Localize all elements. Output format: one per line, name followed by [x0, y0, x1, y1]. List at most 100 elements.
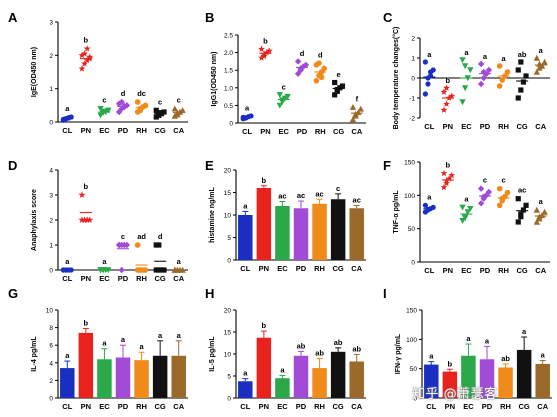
data-point	[464, 209, 471, 216]
data-point	[134, 99, 141, 105]
y-tick-label: -2	[409, 116, 415, 123]
significance-letter: c	[336, 184, 340, 193]
data-point	[448, 171, 456, 179]
data-point	[161, 109, 167, 115]
significance-letter: ac	[278, 192, 286, 201]
data-point	[321, 65, 327, 72]
bar	[479, 359, 495, 398]
significance-letter: c	[177, 96, 181, 105]
data-point	[467, 67, 474, 74]
y-tick-label: 150	[404, 160, 415, 167]
panel-letter: E	[205, 158, 214, 173]
y-tick-label: 5	[227, 235, 231, 242]
significance-letter: a	[158, 331, 163, 340]
significance-letter: ab	[315, 348, 324, 357]
data-point	[78, 65, 86, 72]
bar	[134, 360, 149, 398]
y-tick-label: 2	[49, 53, 53, 60]
y-tick-label: 2	[49, 218, 53, 225]
data-point	[316, 60, 322, 66]
significance-letter: c	[282, 82, 286, 91]
significance-letter: a	[427, 192, 432, 201]
bar	[535, 363, 550, 398]
data-point	[156, 110, 162, 116]
data-point	[81, 216, 88, 223]
bar	[97, 359, 112, 398]
significance-letter: a	[102, 257, 107, 266]
significance-letter: ac	[297, 191, 305, 200]
x-tick-label: CL	[62, 274, 72, 283]
significance-letter: b	[263, 37, 268, 46]
bar	[238, 381, 253, 398]
data-point	[115, 100, 123, 107]
data-point	[349, 103, 357, 110]
data-point	[427, 69, 434, 75]
x-tick-label: CL	[426, 402, 436, 411]
y-axis-label: IL-5 pg/mL	[209, 336, 216, 372]
significance-letter: e	[336, 70, 340, 79]
x-tick-label: CG	[155, 274, 166, 283]
significance-letter: c	[483, 176, 487, 185]
significance-letter: b	[448, 359, 453, 368]
data-point	[318, 74, 325, 81]
significance-letter: ab	[501, 354, 510, 363]
data-point	[459, 204, 466, 211]
data-point	[461, 215, 469, 222]
y-tick-label: 100	[406, 337, 417, 344]
y-tick-label: 4	[49, 360, 53, 367]
data-point	[541, 58, 548, 65]
y-tick-label: 0	[413, 396, 417, 403]
y-tick-label: 10	[46, 308, 54, 315]
significance-letter: a	[177, 257, 182, 266]
data-point	[440, 88, 448, 95]
data-point	[265, 47, 273, 54]
significance-letter: ab	[297, 341, 306, 350]
data-point	[263, 49, 271, 56]
bar	[275, 378, 290, 398]
data-point	[477, 60, 485, 68]
data-point	[142, 267, 149, 273]
data-point	[504, 69, 511, 75]
x-tick-label: CL	[242, 127, 252, 136]
y-tick-label: 2.0	[224, 50, 233, 57]
bar	[256, 337, 272, 398]
significance-letter: ad	[137, 232, 146, 241]
bar	[293, 208, 309, 260]
x-tick-label: CA	[173, 274, 184, 283]
x-tick-label: PD	[480, 122, 491, 131]
data-point	[260, 50, 268, 58]
data-point	[258, 45, 265, 52]
y-tick-label: 50	[408, 226, 416, 233]
y-axis-label: IFN-γ pg/mL	[395, 333, 402, 374]
y-tick-label: 20	[224, 168, 232, 175]
data-point	[339, 83, 346, 89]
x-tick-label: CG	[333, 264, 344, 273]
data-point	[443, 179, 450, 187]
data-point	[83, 56, 91, 64]
significance-letter: b	[262, 176, 267, 185]
x-tick-label: CL	[240, 402, 250, 411]
bar	[516, 349, 532, 398]
x-tick-label: PD	[480, 266, 491, 275]
significance-letter: d	[300, 49, 305, 58]
significance-letter: c	[102, 96, 106, 105]
data-point	[515, 219, 521, 225]
significance-letter: a	[65, 257, 70, 266]
data-point	[115, 108, 123, 116]
significance-letter: a	[243, 369, 248, 378]
y-axis-label: Body temperature changes(°C)	[392, 27, 400, 130]
significance-letter: a	[541, 350, 546, 359]
data-point	[161, 267, 167, 273]
bar	[330, 351, 346, 398]
y-tick-label: 2.5	[224, 33, 233, 40]
data-point	[496, 202, 503, 209]
y-tick-label: 3	[49, 20, 53, 27]
data-point	[313, 77, 320, 84]
y-tick-label: 0	[49, 268, 53, 275]
x-tick-label: CA	[351, 127, 362, 136]
data-point	[294, 58, 302, 65]
significance-letter: b	[84, 318, 89, 327]
x-tick-label: CL	[62, 402, 72, 411]
y-tick-label: 10	[224, 213, 232, 220]
